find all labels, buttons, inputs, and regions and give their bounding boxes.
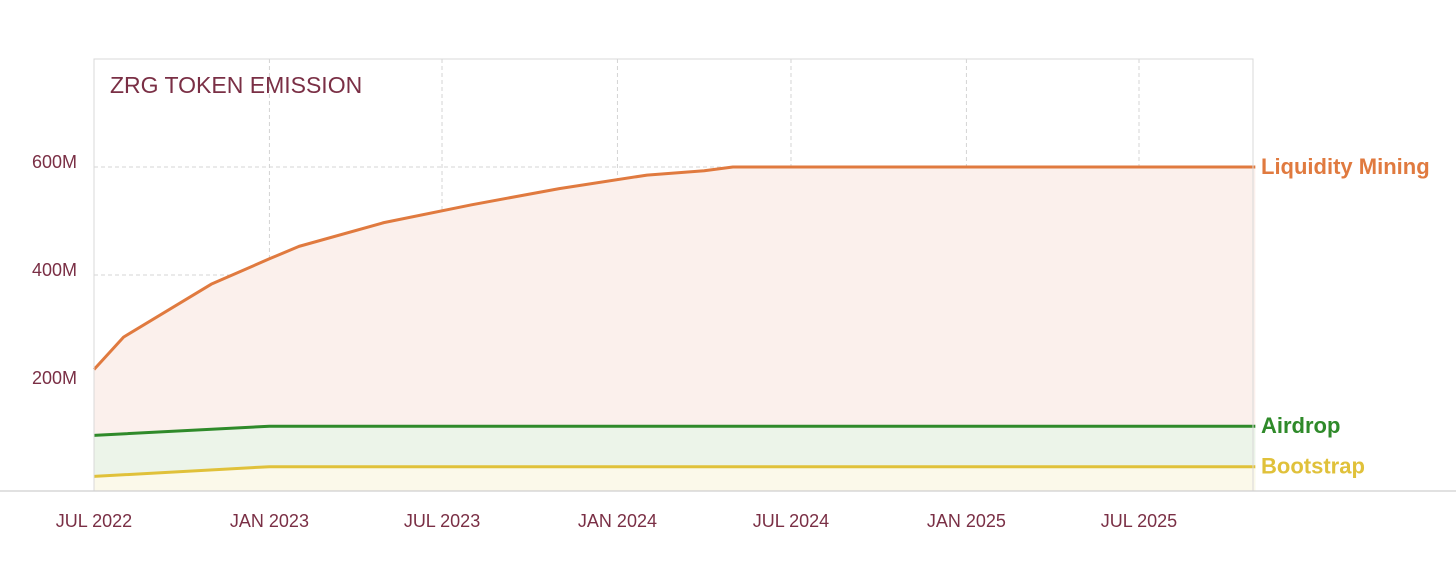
area-layer (94, 167, 1256, 491)
x-tick-labels: JUL 2022 JAN 2023 JUL 2023 JAN 2024 JUL 2024… (56, 511, 1177, 531)
x-tick-label: JUL 2022 (56, 511, 132, 531)
x-tick-label: JUL 2024 (753, 511, 829, 531)
x-tick-label: JAN 2024 (578, 511, 657, 531)
line-layer (92, 165, 1256, 478)
chart-title: ZRG TOKEN EMISSION (110, 72, 362, 98)
x-tick-label: JUL 2023 (404, 511, 480, 531)
series-label-liquidity-mining: Liquidity Mining (1261, 154, 1430, 179)
y-tick-label: 200M (32, 368, 77, 388)
x-tick-label: JAN 2023 (230, 511, 309, 531)
y-tick-label: 400M (32, 260, 77, 280)
area-liquidity-mining (94, 167, 1256, 491)
line-bootstrap (93, 465, 1256, 478)
area-bootstrap (94, 466, 1256, 491)
x-tick-label: JAN 2025 (927, 511, 1006, 531)
series-labels: Liquidity Mining Airdrop Bootstrap (1261, 154, 1430, 479)
y-tick-labels: 200M 400M 600M (32, 152, 77, 388)
y-tick-label: 600M (32, 152, 77, 172)
x-tick-label: JUL 2025 (1101, 511, 1177, 531)
series-label-airdrop: Airdrop (1261, 413, 1340, 438)
line-liquidity-mining (92, 165, 1256, 371)
line-airdrop (93, 424, 1256, 437)
series-label-bootstrap: Bootstrap (1261, 454, 1365, 479)
